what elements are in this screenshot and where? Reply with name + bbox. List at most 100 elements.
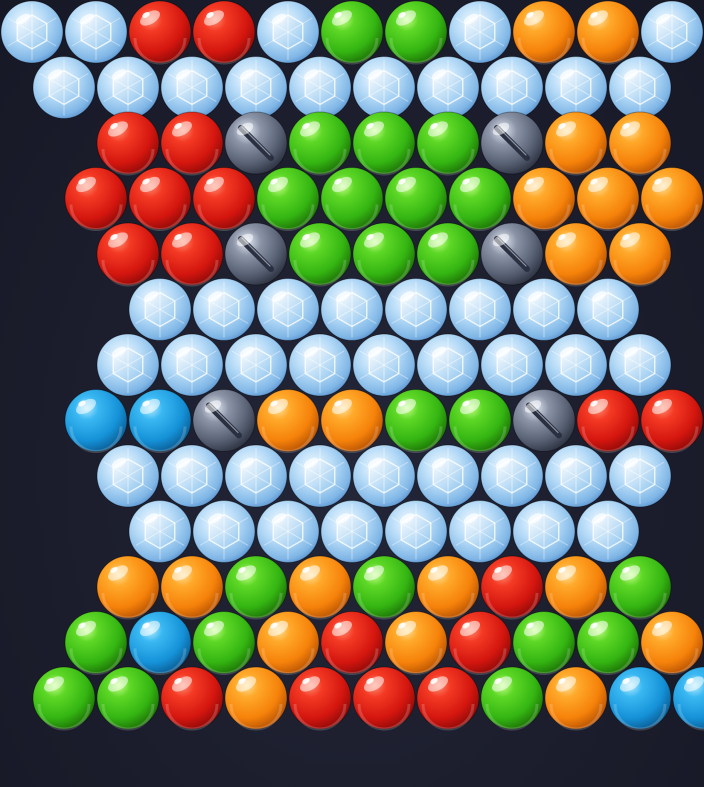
green-bubble bbox=[320, 167, 384, 231]
diamond-bubble bbox=[608, 333, 672, 397]
orange-bubble bbox=[576, 167, 640, 231]
green-bubble bbox=[448, 389, 512, 453]
diamond-bubble bbox=[480, 56, 544, 119]
diamond-bubble bbox=[512, 278, 576, 341]
diamond-bubble bbox=[576, 278, 640, 341]
diamond-bubble bbox=[576, 500, 640, 563]
diamond-bubble bbox=[448, 500, 512, 563]
diamond-bubble bbox=[448, 278, 512, 341]
green-bubble bbox=[320, 0, 384, 65]
green-bubble bbox=[416, 222, 480, 287]
green-bubble bbox=[288, 111, 352, 176]
diamond-bubble bbox=[96, 56, 160, 119]
orange-bubble bbox=[544, 666, 608, 731]
diamond-bubble bbox=[608, 444, 672, 508]
green-bubble bbox=[224, 555, 288, 620]
red-bubble bbox=[96, 111, 160, 176]
green-bubble bbox=[512, 611, 576, 675]
metal-blocker-bubble bbox=[224, 111, 288, 175]
diamond-bubble bbox=[448, 0, 512, 64]
orange-bubble bbox=[608, 222, 672, 287]
diamond-bubble bbox=[64, 0, 128, 64]
diamond-bubble bbox=[384, 500, 448, 563]
red-bubble bbox=[352, 666, 416, 731]
diamond-bubble bbox=[224, 333, 288, 397]
orange-bubble bbox=[512, 0, 576, 65]
blue-bubble bbox=[128, 389, 192, 453]
diamond-bubble bbox=[128, 500, 192, 563]
red-bubble bbox=[576, 389, 640, 453]
orange-bubble bbox=[608, 111, 672, 176]
diamond-bubble bbox=[96, 444, 160, 508]
diamond-bubble bbox=[480, 444, 544, 508]
green-bubble bbox=[256, 167, 320, 231]
green-bubble bbox=[576, 611, 640, 675]
green-bubble bbox=[64, 611, 128, 675]
diamond-bubble bbox=[160, 56, 224, 119]
diamond-bubble bbox=[96, 333, 160, 397]
metal-blocker-bubble bbox=[192, 389, 256, 452]
diamond-bubble bbox=[384, 278, 448, 341]
diamond-bubble bbox=[352, 333, 416, 397]
green-bubble bbox=[480, 666, 544, 731]
metal-blocker-bubble bbox=[224, 222, 288, 286]
orange-bubble bbox=[96, 555, 160, 620]
diamond-bubble bbox=[320, 500, 384, 563]
orange-bubble bbox=[640, 167, 704, 231]
green-bubble bbox=[32, 666, 96, 731]
red-bubble bbox=[64, 167, 128, 231]
diamond-bubble bbox=[544, 444, 608, 508]
orange-bubble bbox=[288, 555, 352, 620]
diamond-bubble bbox=[416, 333, 480, 397]
red-bubble bbox=[96, 222, 160, 287]
orange-bubble bbox=[640, 611, 704, 675]
red-bubble bbox=[448, 611, 512, 675]
diamond-bubble bbox=[640, 0, 704, 64]
diamond-bubble bbox=[352, 444, 416, 508]
green-bubble bbox=[384, 389, 448, 453]
green-bubble bbox=[416, 111, 480, 176]
green-bubble bbox=[384, 0, 448, 65]
diamond-bubble bbox=[224, 56, 288, 119]
red-bubble bbox=[192, 167, 256, 231]
diamond-bubble bbox=[160, 333, 224, 397]
diamond-bubble bbox=[128, 278, 192, 341]
green-bubble bbox=[352, 555, 416, 620]
orange-bubble bbox=[544, 555, 608, 620]
diamond-bubble bbox=[288, 333, 352, 397]
diamond-bubble bbox=[512, 500, 576, 563]
orange-bubble bbox=[256, 389, 320, 453]
orange-bubble bbox=[320, 389, 384, 453]
orange-bubble bbox=[416, 555, 480, 620]
red-bubble bbox=[128, 167, 192, 231]
diamond-bubble bbox=[352, 56, 416, 119]
diamond-bubble bbox=[224, 444, 288, 508]
diamond-bubble bbox=[608, 56, 672, 119]
green-bubble bbox=[352, 111, 416, 176]
diamond-bubble bbox=[256, 278, 320, 341]
red-bubble bbox=[640, 389, 704, 453]
red-bubble bbox=[160, 666, 224, 731]
diamond-bubble bbox=[416, 56, 480, 119]
diamond-bubble bbox=[0, 0, 64, 64]
diamond-bubble bbox=[192, 278, 256, 341]
orange-bubble bbox=[512, 167, 576, 231]
red-bubble bbox=[288, 666, 352, 731]
diamond-bubble bbox=[544, 333, 608, 397]
diamond-bubble bbox=[256, 0, 320, 64]
diamond-bubble bbox=[320, 278, 384, 341]
red-bubble bbox=[416, 666, 480, 731]
red-bubble bbox=[160, 111, 224, 176]
orange-bubble bbox=[160, 555, 224, 620]
green-bubble bbox=[192, 611, 256, 675]
orange-bubble bbox=[544, 111, 608, 176]
diamond-bubble bbox=[288, 444, 352, 508]
green-bubble bbox=[288, 222, 352, 287]
green-bubble bbox=[384, 167, 448, 231]
diamond-bubble bbox=[32, 56, 96, 119]
metal-blocker-bubble bbox=[480, 111, 544, 175]
diamond-bubble bbox=[256, 500, 320, 563]
diamond-bubble bbox=[416, 444, 480, 508]
